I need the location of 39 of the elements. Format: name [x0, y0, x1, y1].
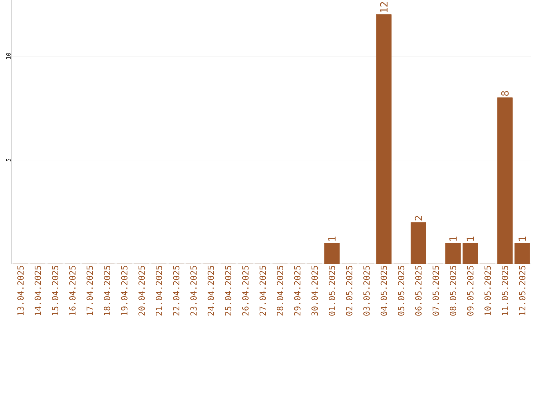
x-tick-label: 26.04.2025 — [242, 266, 249, 316]
x-tick-label: 30.04.2025 — [312, 266, 318, 316]
x-tick-label: 13.04.2025 — [18, 266, 24, 316]
x-tick-label: 01.05.2025 — [328, 266, 336, 316]
x-tick-label: 27.04.2025 — [260, 266, 266, 316]
x-tick-label: 07.05.2025 — [432, 266, 440, 316]
x-tick-label: 24.04.2025 — [208, 266, 214, 316]
x-tick-label: 04.05.2025 — [380, 266, 388, 316]
x-tick-label: 21.04.2025 — [156, 266, 162, 316]
x-tick-label: 28.04.2025 — [277, 266, 284, 316]
data-label: 1 — [328, 236, 336, 242]
x-tick-label: 05.05.2025 — [398, 266, 405, 316]
x-tick-label: 20.04.2025 — [138, 266, 146, 316]
x-tick-label: 11.05.2025 — [502, 266, 508, 316]
x-tick-label: 29.04.2025 — [294, 266, 301, 316]
x-tick-label: 16.04.2025 — [69, 266, 76, 316]
data-label: 1 — [518, 236, 526, 242]
x-tick-label: 17.04.2025 — [86, 266, 94, 316]
x-tick-label: 25.04.2025 — [225, 266, 232, 316]
x-tick-label: 23.04.2025 — [190, 266, 197, 316]
x-tick-label: 12.05.2025 — [519, 266, 526, 316]
bar — [324, 243, 340, 264]
x-tick-label: 22.04.2025 — [173, 266, 180, 316]
data-label: 2 — [414, 216, 422, 221]
data-label: 1 — [450, 236, 457, 242]
x-tick-label: 14.04.2025 — [34, 266, 42, 316]
bar — [410, 222, 426, 264]
data-label: 8 — [501, 91, 509, 96]
x-tick-label: 06.05.2025 — [415, 266, 422, 316]
x-tick-label: 18.04.2025 — [104, 266, 110, 316]
x-tick-label: 08.05.2025 — [450, 266, 456, 316]
data-label: 1 — [466, 236, 474, 242]
x-tick-label: 10.05.2025 — [484, 266, 492, 316]
x-tick-label: 02.05.2025 — [346, 266, 353, 316]
x-tick-label: 09.05.2025 — [467, 266, 474, 316]
x-tick-label: 15.04.2025 — [52, 266, 59, 316]
x-tick-label: 19.04.2025 — [121, 266, 128, 316]
x-tick-label: 03.05.2025 — [364, 266, 370, 316]
data-label: 12 — [380, 2, 388, 12]
